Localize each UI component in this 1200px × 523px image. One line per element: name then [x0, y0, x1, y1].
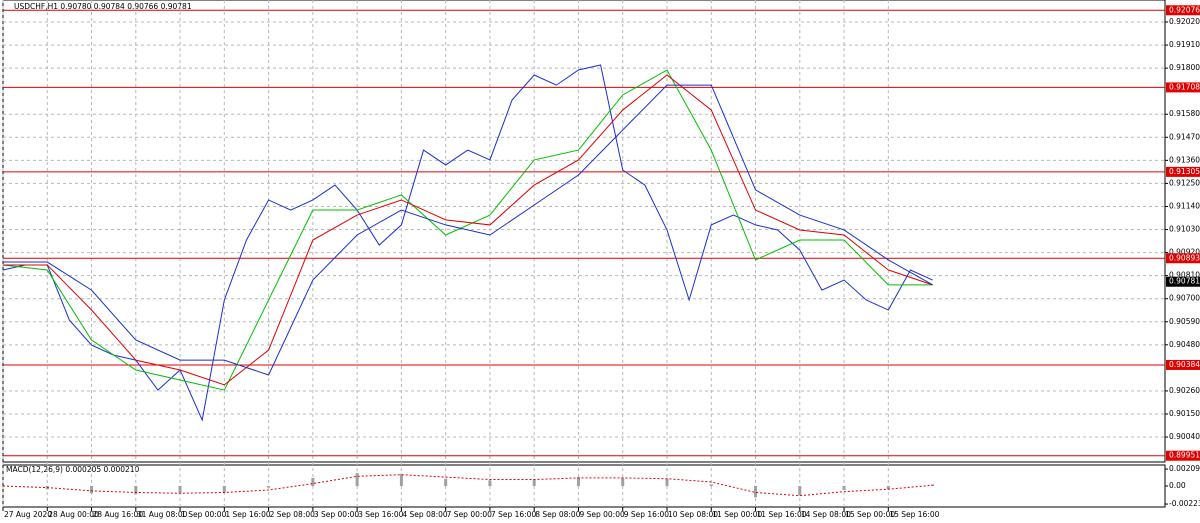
level-label-box — [1166, 166, 1200, 177]
level-label: 0.90384 — [1169, 360, 1200, 369]
series-line — [3, 84, 933, 376]
main-pane — [2, 0, 1166, 463]
y-tick-label: 0.91140 — [1169, 201, 1200, 210]
x-tick-label: 7 Sep 16:00 — [491, 510, 537, 519]
level-label: 0.90893 — [1169, 253, 1200, 262]
series-line — [2, 64, 933, 422]
level-label-box — [1166, 450, 1200, 461]
y-tick-label: 0.002097 — [1169, 464, 1200, 473]
macd-pane — [2, 464, 1166, 508]
x-tick-label: 7 Sep 00:00 — [447, 510, 493, 519]
x-tick-label: 1 Sep 00:00 — [181, 510, 227, 519]
level-label-box — [1166, 253, 1200, 264]
macd-bar — [444, 478, 448, 486]
x-tick-label: 15 Sep 16:00 — [889, 510, 939, 519]
x-tick-label: 3 Sep 00:00 — [314, 510, 360, 519]
level-label-box — [1166, 82, 1200, 93]
x-tick-label: 10 Sep 08:00 — [668, 510, 718, 519]
x-tick-label: 11 Sep 00:00 — [712, 510, 762, 519]
x-tick-label: 1 Sep 16:00 — [225, 510, 271, 519]
y-tick-label: 0.91800 — [1169, 63, 1200, 72]
macd-bar — [621, 477, 625, 486]
series-line — [2, 69, 933, 391]
x-tick-label: 4 Sep 08:00 — [402, 510, 448, 519]
y-tick-label: 0.90040 — [1169, 432, 1200, 441]
x-tick-label: 9 Sep 16:00 — [624, 510, 670, 519]
level-label: 0.89951 — [1169, 451, 1200, 460]
y-tick-label: 0.90810 — [1169, 271, 1200, 280]
y-tick-label: 0.91470 — [1169, 132, 1200, 141]
macd-bar — [532, 479, 536, 486]
x-tick-label: 28 Aug 00:00 — [48, 510, 99, 519]
x-tick-label: 15 Sep 00:00 — [845, 510, 895, 519]
y-tick-label: 0.90480 — [1169, 340, 1200, 349]
y-tick-label: 0.90920 — [1169, 248, 1200, 257]
y-tick-label: 0.92020 — [1169, 17, 1200, 26]
series-line — [3, 74, 933, 386]
chart-title: USDCHF,H1 0.90780 0.90784 0.90766 0.9078… — [14, 2, 192, 11]
macd-bar — [842, 486, 846, 491]
level-label-box — [1166, 5, 1200, 16]
y-tick-label: 0.91580 — [1169, 109, 1200, 118]
y-tick-label: 0.00 — [1169, 481, 1186, 490]
macd-bar — [90, 486, 94, 494]
macd-bar — [488, 480, 492, 486]
level-label: 0.91708 — [1169, 82, 1200, 91]
x-tick-label: 14 Sep 08:00 — [801, 510, 851, 519]
macd-bar — [665, 478, 669, 486]
y-tick-label: 0.91360 — [1169, 155, 1200, 164]
y-tick-label: 0.91910 — [1169, 40, 1200, 49]
macd-bar — [134, 486, 138, 495]
y-tick-label: 0.91030 — [1169, 225, 1200, 234]
macd-bar — [267, 486, 271, 488]
x-tick-label: 31 Aug 08:00 — [137, 510, 188, 519]
y-tick-label: 0.90260 — [1169, 386, 1200, 395]
last-price-label: 0.90781 — [1169, 277, 1200, 286]
x-tick-label: 11 Sep 16:00 — [757, 510, 807, 519]
x-tick-label: 8 Sep 08:00 — [535, 510, 581, 519]
x-tick-label: 2 Sep 08:00 — [270, 510, 316, 519]
level-label-box — [1166, 359, 1200, 370]
level-label: 0.91305 — [1169, 167, 1200, 176]
y-tick-label: 0.91250 — [1169, 178, 1200, 187]
macd-bar — [311, 477, 315, 486]
x-tick-label: 27 Aug 2020 — [4, 510, 52, 519]
macd-bar — [798, 486, 802, 496]
macd-bar — [754, 486, 758, 498]
macd-bar — [399, 473, 403, 486]
macd-bar — [222, 486, 226, 493]
macd-bar — [178, 486, 182, 494]
y-tick-label: 0.90590 — [1169, 317, 1200, 326]
x-tick-label: 28 Aug 16:00 — [93, 510, 144, 519]
x-tick-label: 3 Sep 16:00 — [358, 510, 404, 519]
y-tick-label: 0.90700 — [1169, 294, 1200, 303]
macd-bar — [886, 486, 890, 490]
x-tick-label: 9 Sep 00:00 — [579, 510, 625, 519]
macd-title: MACD(12,26,9) 0.000205 0.000210 — [6, 465, 140, 474]
macd-bar — [576, 477, 580, 486]
level-label: 0.92076 — [1169, 5, 1200, 14]
macd-bar — [709, 484, 713, 486]
last-price-box — [1166, 276, 1200, 287]
series-line — [2, 474, 933, 497]
y-tick-label: 0.90150 — [1169, 409, 1200, 418]
macd-bar — [355, 473, 359, 486]
y-tick-label: -0.002233 — [1169, 499, 1200, 508]
